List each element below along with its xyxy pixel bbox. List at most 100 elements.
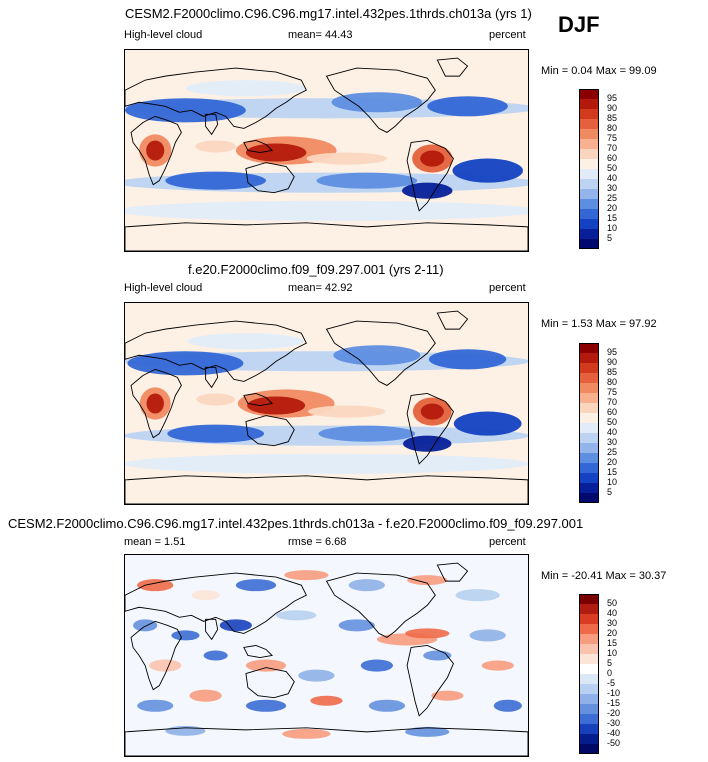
cloud-field-cell: [167, 424, 265, 443]
colorbar-middle-swatch: [579, 433, 599, 443]
colorbar-middle-swatch: [579, 463, 599, 473]
colorbar-top-label: 95: [607, 93, 618, 103]
coastline: [436, 562, 469, 582]
colorbar-middle-label: 50: [607, 417, 618, 427]
colorbar-bottom-label: 15: [607, 638, 618, 648]
diff-field-cell: [455, 589, 500, 602]
season-label: DJF: [558, 12, 600, 37]
diff-field-cell: [338, 619, 375, 632]
colorbar-bottom-swatch: [579, 604, 599, 614]
colorbar-middle-swatch: [579, 343, 599, 353]
colorbar-top-swatch: [579, 199, 599, 209]
colorbar-middle-swatch: [579, 493, 599, 503]
panel-rmse-bottom: rmse = 6.68: [288, 536, 347, 548]
cloud-field-cell: [196, 393, 236, 406]
cloud-field-cell: [420, 150, 445, 167]
cloud-field-cell: [146, 393, 164, 414]
colorbar-middle-label: 25: [607, 447, 618, 457]
diff-field-cell: [189, 689, 222, 702]
colorbar-top-label: 60: [607, 153, 618, 163]
coastline: [245, 162, 295, 194]
map-middle: [124, 302, 529, 505]
colorbar-middle-label: 75: [607, 387, 618, 397]
cloud-field-cell: [307, 405, 386, 418]
colorbar-middle-label: 70: [607, 397, 618, 407]
colorbar-bottom-swatch: [579, 744, 599, 754]
coastline: [243, 139, 274, 153]
colorbar-bottom-label: -50: [607, 738, 621, 748]
colorbar-middle-swatch: [579, 483, 599, 493]
cloud-field-cell: [453, 411, 522, 436]
colorbar-bottom-label: -30: [607, 718, 621, 728]
colorbar-bottom-label: -40: [607, 728, 621, 738]
panel-mean-middle: mean= 42.92: [288, 282, 353, 294]
panel-variable-middle: High-level cloud: [124, 282, 203, 294]
diff-field-cell: [171, 630, 200, 641]
coastline: [243, 392, 274, 406]
coastline: [406, 644, 454, 717]
colorbar-top-swatch: [579, 139, 599, 149]
colorbar-middle-label: 85: [607, 367, 618, 377]
diff-field-cell: [407, 575, 448, 586]
colorbar-middle-swatch: [579, 453, 599, 463]
colorbar-bottom-label: 40: [607, 608, 618, 618]
colorbar-middle-swatch: [579, 383, 599, 393]
colorbar-bottom-label: 10: [607, 648, 618, 658]
colorbar-top-swatch: [579, 239, 599, 249]
diff-field-cell: [191, 590, 220, 601]
colorbar-middle-swatch: [579, 473, 599, 483]
cloud-field-cell: [306, 152, 387, 165]
cloud-field-cell: [318, 425, 416, 442]
colorbar-top-swatch: [579, 129, 599, 139]
diff-field-cell: [137, 699, 174, 712]
colorbar-middle-label: 20: [607, 457, 618, 467]
colorbar-middle-label: 95: [607, 347, 618, 357]
colorbar-top-label: 5: [607, 233, 613, 243]
map-bottom: [124, 554, 529, 757]
panel-title-bottom: CESM2.F2000climo.C96.C96.mg17.intel.432p…: [8, 516, 584, 531]
diff-field-cell: [405, 726, 450, 737]
panel-variable-top: High-level cloud: [124, 29, 203, 41]
colorbar-bottom-swatch: [579, 734, 599, 744]
cloud-field-cell: [331, 92, 423, 113]
colorbar-bottom-swatch: [579, 634, 599, 644]
cloud-field-cell: [127, 351, 244, 376]
colorbar-top-label: 80: [607, 123, 618, 133]
diff-field-cell: [469, 629, 506, 642]
colorbar-top-swatch: [579, 179, 599, 189]
colorbar-bottom-label: 20: [607, 628, 618, 638]
coastline: [205, 618, 219, 641]
colorbar-bottom-swatch: [579, 594, 599, 604]
colorbar-middle-label: 5: [607, 487, 613, 497]
diff-field-cell: [405, 628, 450, 639]
colorbar-middle-swatch: [579, 363, 599, 373]
colorbar-top-label: 30: [607, 183, 618, 193]
colorbar-top-label: 50: [607, 163, 618, 173]
coastline: [406, 392, 454, 465]
diff-field-cell: [149, 659, 182, 672]
colorbar-top-swatch: [579, 219, 599, 229]
colorbar-middle-swatch: [579, 393, 599, 403]
colorbar-top-swatch: [579, 189, 599, 199]
diff-field-cell: [298, 669, 335, 682]
colorbar-bottom-swatch: [579, 684, 599, 694]
colorbar-middle-swatch: [579, 403, 599, 413]
colorbar-top-label: 10: [607, 223, 618, 233]
coastline: [130, 368, 182, 439]
coastline: [125, 572, 307, 634]
coastline: [130, 115, 182, 186]
colorbar-top-swatch: [579, 209, 599, 219]
cloud-field-cell: [125, 453, 528, 474]
colorbar-bottom-label: 30: [607, 618, 618, 628]
coastline: [325, 67, 436, 133]
colorbar-middle-label: 15: [607, 467, 618, 477]
colorbar-top-label: 20: [607, 203, 618, 213]
colorbar-middle-label: 90: [607, 357, 618, 367]
colorbar-bottom-label: 50: [607, 598, 618, 608]
coastline: [436, 310, 469, 330]
colorbar-bottom-swatch: [579, 614, 599, 624]
colorbar-middle-swatch: [579, 373, 599, 383]
diff-field-cell: [284, 570, 329, 581]
coastline: [125, 67, 307, 129]
colorbar-bottom-swatch: [579, 674, 599, 684]
